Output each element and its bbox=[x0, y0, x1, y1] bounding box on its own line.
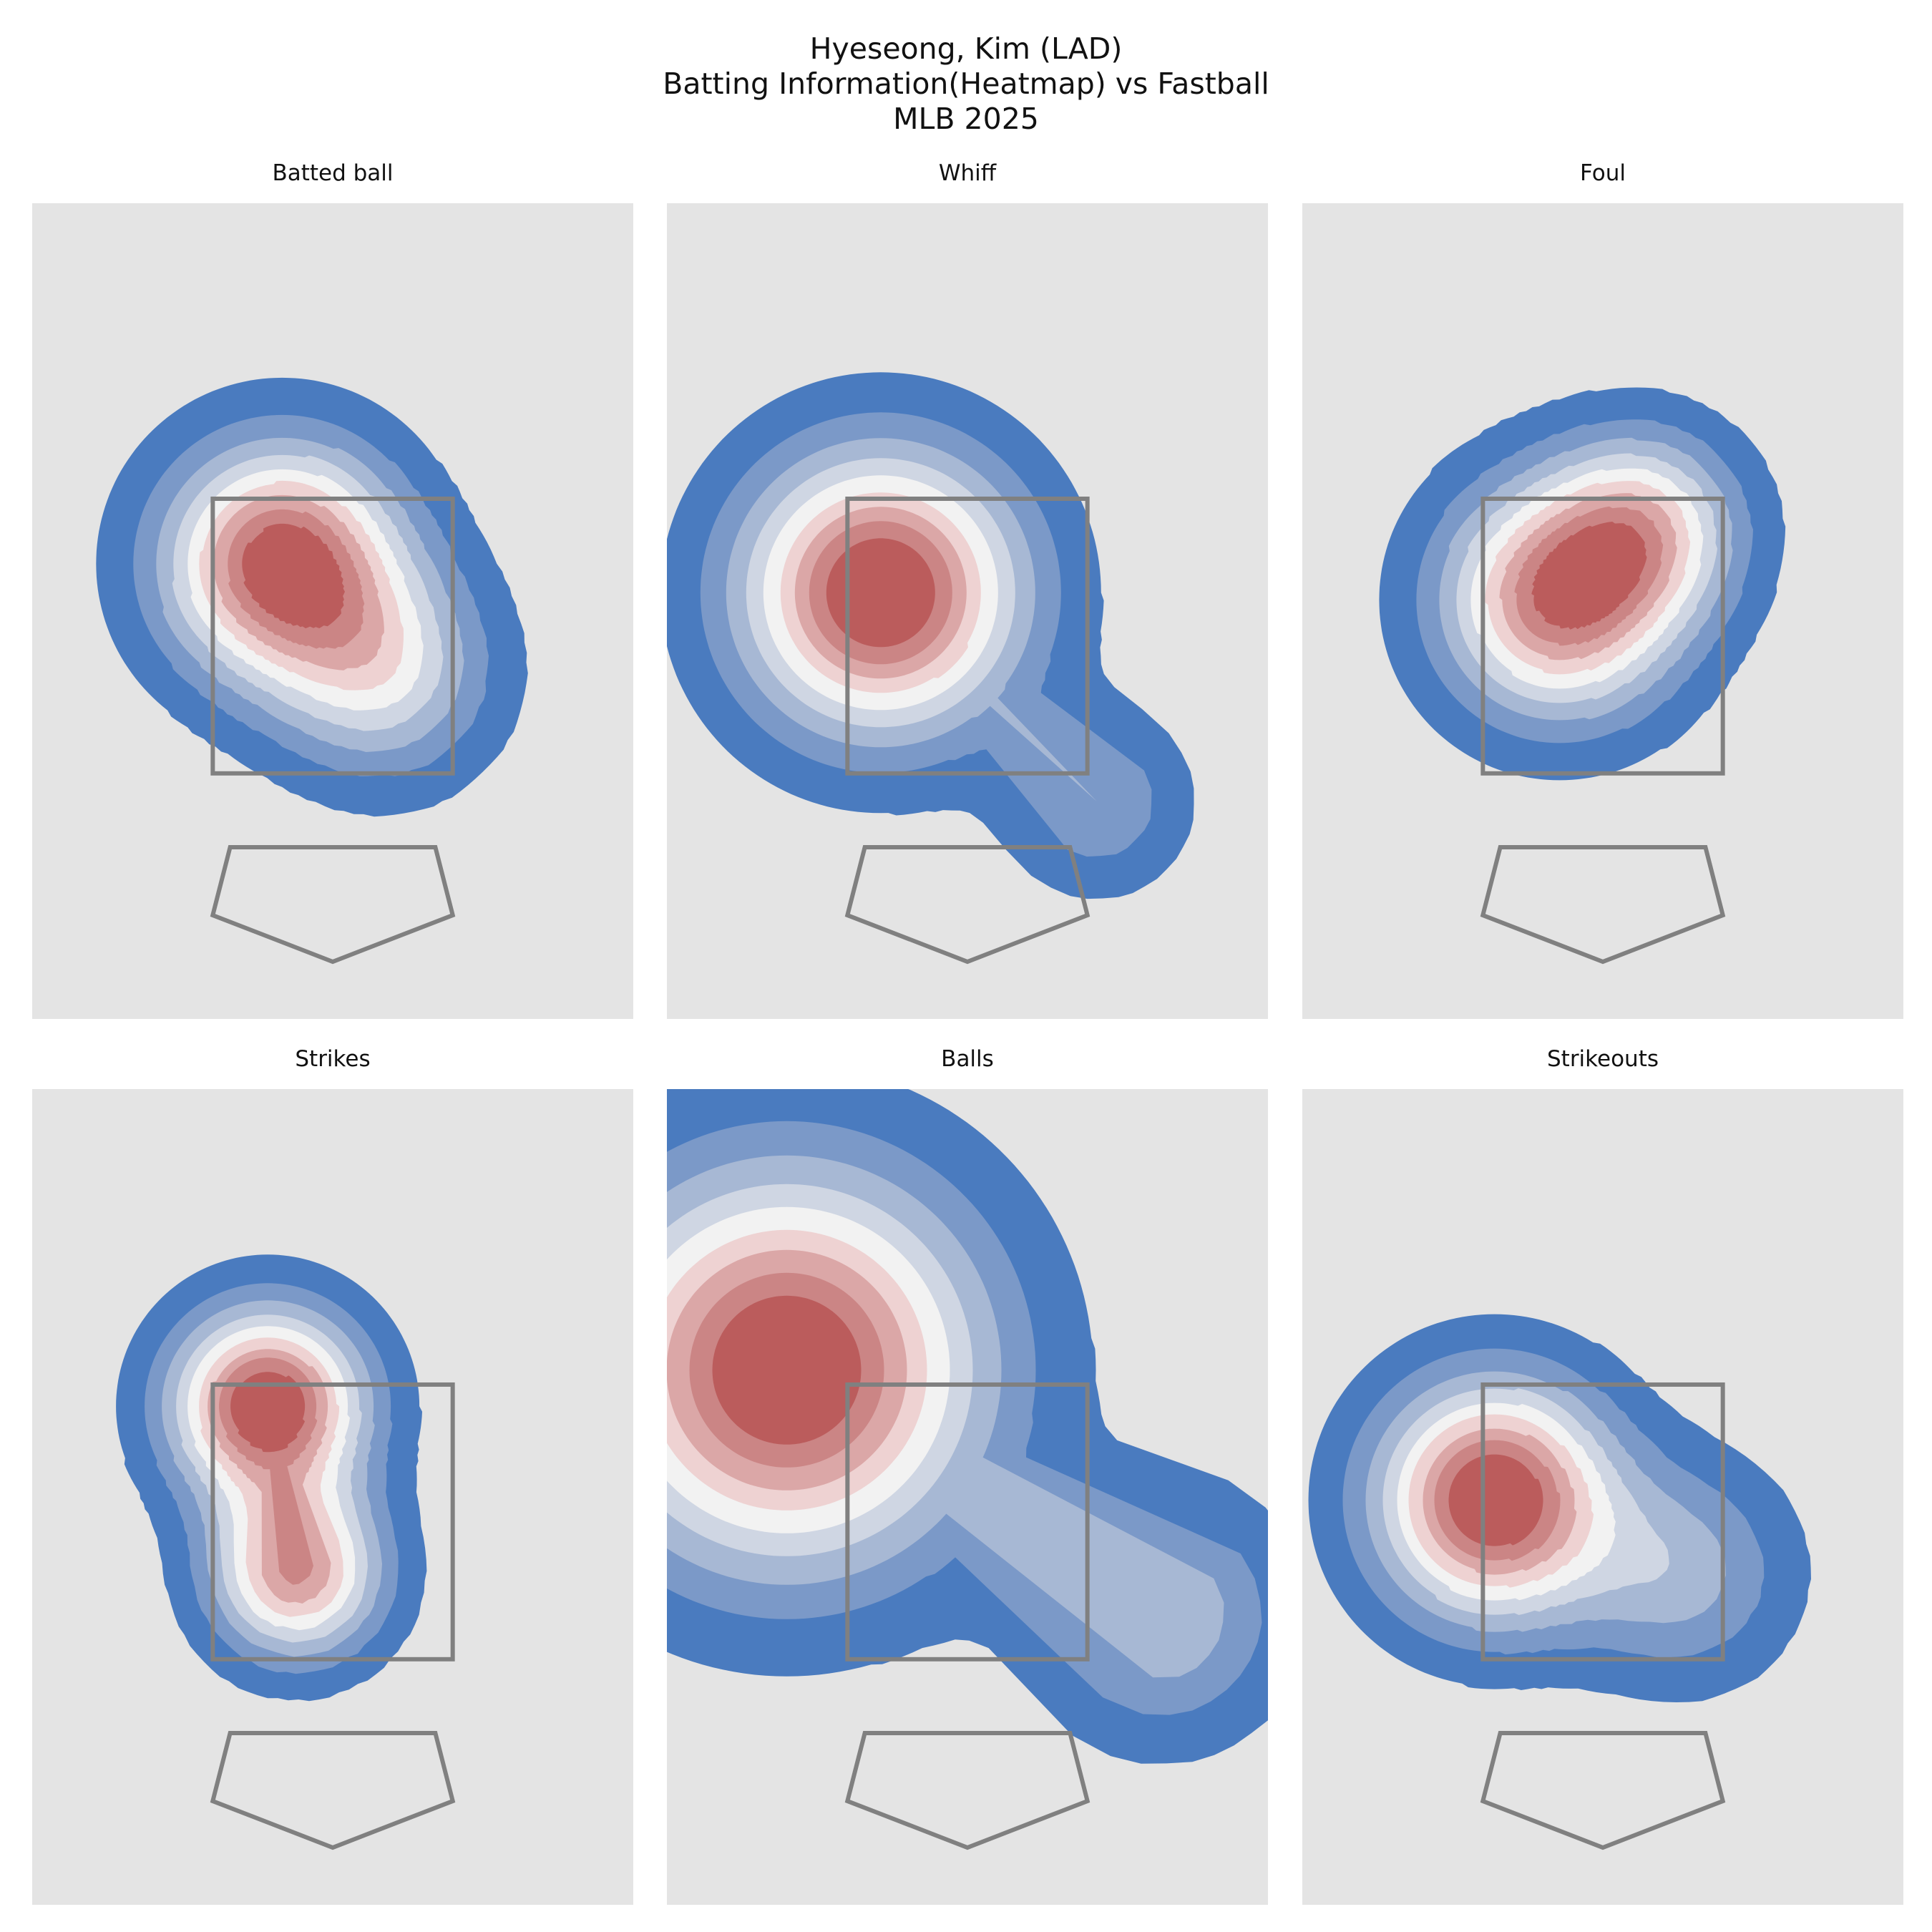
strike-zone bbox=[210, 497, 455, 776]
strike-zone bbox=[210, 1382, 455, 1662]
panel-title-batted-ball: Batted ball bbox=[272, 160, 394, 186]
home-plate bbox=[844, 845, 1091, 965]
panel-title-whiff: Whiff bbox=[938, 160, 997, 186]
home-plate bbox=[210, 1731, 456, 1850]
contour-level-9 bbox=[242, 523, 345, 629]
panel-title-foul: Foul bbox=[1580, 160, 1626, 186]
contour-level-9 bbox=[230, 1372, 306, 1453]
figure-title: Hyeseong, Kim (LAD) Batting Information(… bbox=[0, 31, 1932, 137]
contour-level-9 bbox=[1448, 1454, 1543, 1546]
home-plate bbox=[210, 845, 456, 965]
contour-level-9 bbox=[1531, 522, 1647, 630]
home-plate bbox=[1480, 1731, 1726, 1850]
strike-zone bbox=[845, 497, 1090, 776]
strike-zone bbox=[1480, 1382, 1725, 1662]
title-player: Hyeseong, Kim (LAD) bbox=[809, 31, 1123, 66]
heatmap-strikes bbox=[32, 1089, 633, 1905]
heatmap-whiff bbox=[667, 203, 1268, 1019]
heatmap-balls bbox=[667, 1089, 1268, 1905]
panel-title-balls: Balls bbox=[941, 1046, 994, 1072]
panel-title-strikeouts: Strikeouts bbox=[1546, 1046, 1659, 1072]
strike-zone bbox=[1480, 497, 1725, 776]
contour-level-9 bbox=[826, 538, 935, 648]
heatmap-foul bbox=[1302, 203, 1903, 1019]
contour-level-9 bbox=[712, 1295, 862, 1445]
home-plate bbox=[844, 1731, 1091, 1850]
strike-zone bbox=[845, 1382, 1090, 1662]
panel-title-strikes: Strikes bbox=[295, 1046, 371, 1072]
title-description: Batting Information(Heatmap) vs Fastball bbox=[663, 67, 1269, 101]
heatmap-batted-ball bbox=[32, 203, 633, 1019]
home-plate bbox=[1480, 845, 1726, 965]
title-season: MLB 2025 bbox=[893, 102, 1039, 136]
heatmap-strikeouts bbox=[1302, 1089, 1903, 1905]
